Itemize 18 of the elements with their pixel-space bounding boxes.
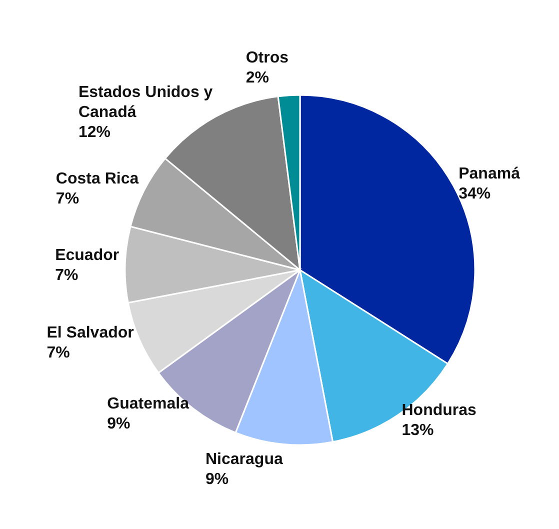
data-label: 12%	[78, 124, 110, 141]
slice-label: El Salvador	[46, 324, 134, 342]
data-label: 34%	[458, 185, 491, 202]
slice-label: Otros	[246, 49, 289, 66]
data-label: 9%	[107, 416, 130, 433]
slice-label: Panamá	[458, 165, 520, 182]
slice-label: Estados Unidos y Canadá	[78, 84, 213, 121]
data-label: 7%	[46, 344, 70, 362]
data-label: 7%	[55, 266, 78, 284]
data-label: 13%	[402, 422, 434, 440]
data-label: 7%	[56, 190, 80, 208]
slice-label: Guatemala	[107, 396, 190, 413]
slice-label: Nicaragua	[206, 451, 283, 468]
data-label: 9%	[206, 471, 229, 488]
slice-label: Honduras	[402, 402, 477, 420]
data-label: 2%	[246, 69, 269, 86]
slice-label: Ecuador	[55, 246, 120, 264]
slice-label: Costa Rica	[56, 170, 139, 188]
